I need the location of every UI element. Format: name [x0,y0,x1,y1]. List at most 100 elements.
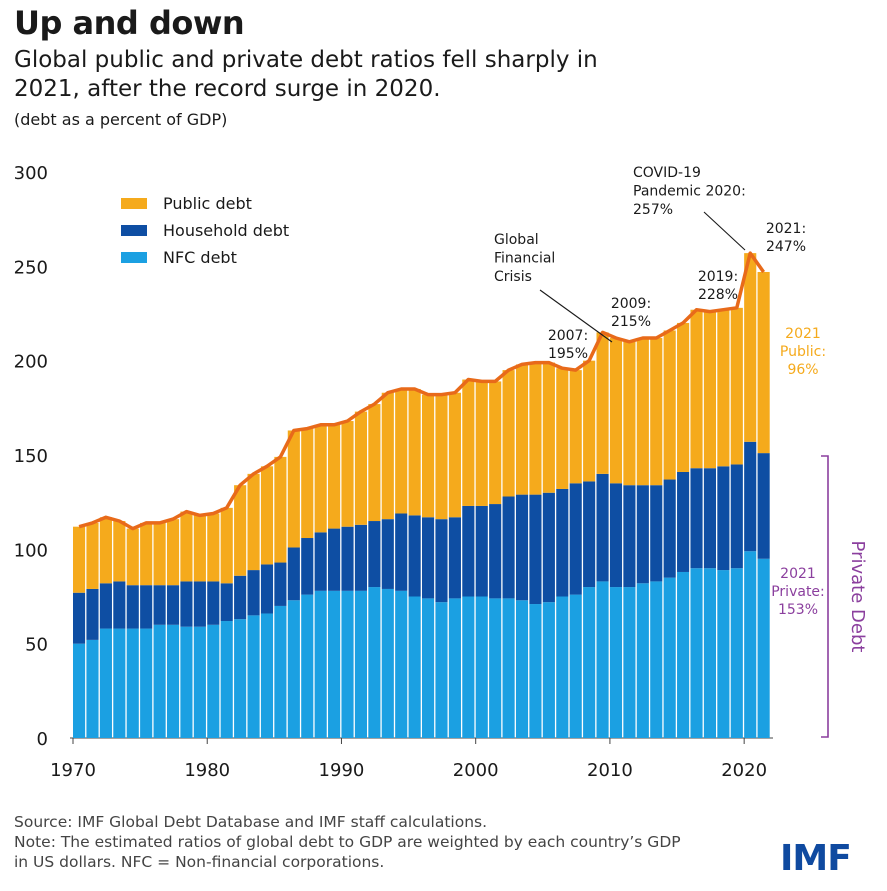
bar-household-debt [99,583,112,629]
bar-nfc-debt [234,619,247,738]
bar-household-debt [475,505,488,597]
y-tick-label: 250 [14,257,48,278]
bar-public-debt [542,362,555,493]
bar-household-debt [690,468,703,569]
bar-nfc-debt [690,568,703,738]
bar-household-debt [650,485,663,582]
bar-nfc-debt [180,626,193,738]
bar-nfc-debt [193,626,206,738]
bar-public-debt [126,528,139,586]
bar-public-debt [596,332,609,474]
bar-public-debt [502,370,515,497]
total-debt-polyline [78,251,766,531]
x-tick-label: 1990 [319,760,365,781]
annotation-label: COVID-19 Pandemic 2020: 257% [633,165,746,218]
bar-public-debt [260,466,274,565]
bar-public-debt [381,392,394,520]
annotation-line: 2019: [698,269,738,285]
bar-household-debt [730,464,743,569]
annotation-line: 257% [633,202,673,218]
bar-nfc-debt [448,598,461,738]
bar-household-debt [542,492,555,603]
bar-household-debt [744,441,757,552]
bar-nfc-debt [583,587,596,738]
bar-public-debt [462,379,475,506]
bar-household-debt [207,581,220,625]
bar-nfc-debt [153,624,166,738]
annotation-label: 2019: 228% [698,269,738,303]
x-tick-label: 2000 [453,760,499,781]
bar-household-debt [408,515,421,597]
bar-nfc-debt [489,598,502,738]
bar-nfc-debt [596,581,609,738]
annotation-label: Global Financial Crisis [494,232,555,285]
legend-swatch [121,252,147,263]
bar-household-debt [395,513,408,591]
bar-public-debt [207,513,220,582]
x-tick-label: 1980 [184,760,230,781]
chart-title: Up and down [14,4,245,42]
bar-nfc-debt [569,594,582,738]
bar-public-debt [663,330,676,480]
bar-household-debt [73,592,86,644]
bar-nfc-debt [140,628,153,738]
unit-label: (debt as a percent of GDP) [14,110,228,129]
bar-public-debt [301,428,314,539]
x-tick-label: 2010 [587,760,633,781]
bar-public-debt [690,309,703,469]
bar-public-debt [193,515,206,582]
bar-household-debt [529,494,542,605]
bar-public-debt [744,253,757,442]
y-tick-label: 0 [37,729,48,750]
bar-nfc-debt [220,621,233,738]
bar-nfc-debt [744,551,757,738]
bar-nfc-debt [609,587,623,738]
bar-nfc-debt [677,571,690,738]
source-note: Source: IMF Global Debt Database and IMF… [14,813,488,831]
bar-nfc-debt [354,590,368,738]
legend-swatch [121,225,147,236]
bar-public-debt [529,362,542,495]
annotation-line: 2021 [780,566,816,582]
bar-household-debt [583,481,596,588]
bar-household-debt [609,483,623,588]
bar-public-debt [153,522,166,586]
bar-nfc-debt [328,590,341,738]
bar-public-debt [515,364,529,495]
annotation-line: 2009: [611,296,651,312]
bar-nfc-debt [368,587,381,738]
bar-household-debt [489,504,502,599]
bar-nfc-debt [703,568,717,738]
bar-household-debt [502,496,515,599]
y-tick-label: 300 [14,163,48,184]
bar-public-debt [368,404,381,522]
subtitle-line-2: 2021, after the record surge in 2020. [14,76,441,102]
x-tick-label: 1970 [50,760,96,781]
bar-household-debt [623,485,636,588]
bar-public-debt [489,381,502,505]
bar-nfc-debt [435,602,448,738]
bar-public-debt [328,424,341,529]
annotation-label: 2007: 195% [548,328,588,362]
bar-nfc-debt [301,594,314,738]
bar-household-debt [328,528,341,591]
annotation-label: 2021 Private: 153% [771,566,825,618]
bar-public-debt [140,522,153,586]
bar-public-debt [623,341,636,486]
private-debt-label: Private Debt [847,541,868,653]
bar-public-debt [99,517,112,584]
stacked-bars [73,253,770,738]
bar-public-debt [569,370,582,484]
y-tick-label: 50 [25,635,48,656]
bar-nfc-debt [341,590,354,738]
bar-household-debt [677,471,690,572]
bar-nfc-debt [314,590,327,738]
bar-household-debt [260,564,274,614]
annotation-line: Pandemic 2020: [633,184,746,200]
bar-nfc-debt [529,604,542,738]
bar-public-debt [475,381,488,506]
bar-public-debt [287,430,300,548]
bar-household-debt [422,517,435,599]
annotation-line: 2021: [766,221,806,237]
